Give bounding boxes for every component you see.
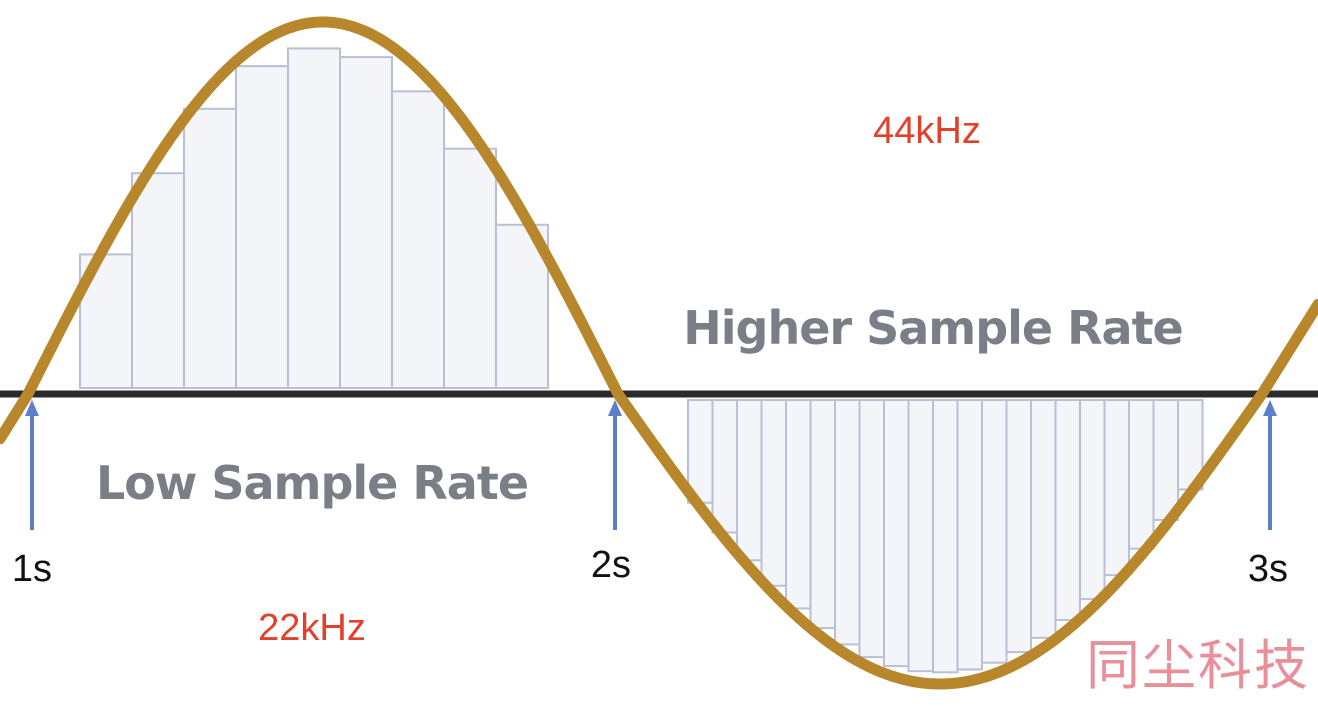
high-rate-bar <box>1079 399 1106 601</box>
high-rate-bar <box>956 399 983 671</box>
high-rate-sample-bars <box>687 399 1204 674</box>
low-rate-sample-bars <box>79 47 549 390</box>
high-sample-rate-caption: Higher Sample Rate <box>683 301 1183 355</box>
low-rate-value: 22kHz <box>258 607 366 649</box>
time-marker-arrow-3s <box>1263 400 1277 530</box>
high-rate-bar <box>711 399 738 534</box>
high-rate-bar <box>1128 399 1155 550</box>
time-marker-label-2s: 2s <box>591 544 631 586</box>
low-sample-rate-caption: Low Sample Rate <box>96 456 528 510</box>
high-rate-bar <box>1054 399 1081 622</box>
low-rate-bar <box>183 107 237 390</box>
low-rate-bar <box>131 172 185 389</box>
high-rate-bar <box>809 399 836 630</box>
high-rate-bar <box>687 399 714 504</box>
high-rate-bar <box>883 399 910 668</box>
time-marker-arrow-1s <box>25 400 39 530</box>
arrow-head <box>25 400 39 416</box>
arrow-head <box>1263 400 1277 416</box>
high-rate-bar <box>1152 399 1179 521</box>
high-rate-bar <box>760 399 787 587</box>
sine-wave <box>0 16 1318 690</box>
high-rate-bar <box>981 399 1008 664</box>
high-rate-bar <box>1103 399 1130 577</box>
high-rate-bar <box>932 399 959 674</box>
low-rate-bar <box>391 90 445 389</box>
time-marker-label-3s: 3s <box>1248 548 1288 590</box>
low-rate-bar <box>287 47 341 389</box>
time-marker-arrows <box>25 400 1277 530</box>
time-marker-arrow-2s <box>608 400 622 530</box>
high-rate-value: 44kHz <box>873 110 981 152</box>
low-rate-bar <box>443 147 497 389</box>
low-rate-bar <box>339 56 393 389</box>
time-marker-label-1s: 1s <box>12 548 52 590</box>
high-rate-bar <box>785 399 812 610</box>
high-rate-bar <box>1030 399 1057 639</box>
low-rate-bar <box>235 65 289 389</box>
watermark-text: 同尘科技 <box>1086 634 1310 697</box>
high-rate-bar <box>834 399 861 646</box>
arrow-head <box>608 400 622 416</box>
high-rate-bar <box>858 399 885 659</box>
high-rate-bar <box>907 399 934 673</box>
high-rate-bar <box>1005 399 1032 654</box>
high-rate-bar <box>736 399 763 562</box>
